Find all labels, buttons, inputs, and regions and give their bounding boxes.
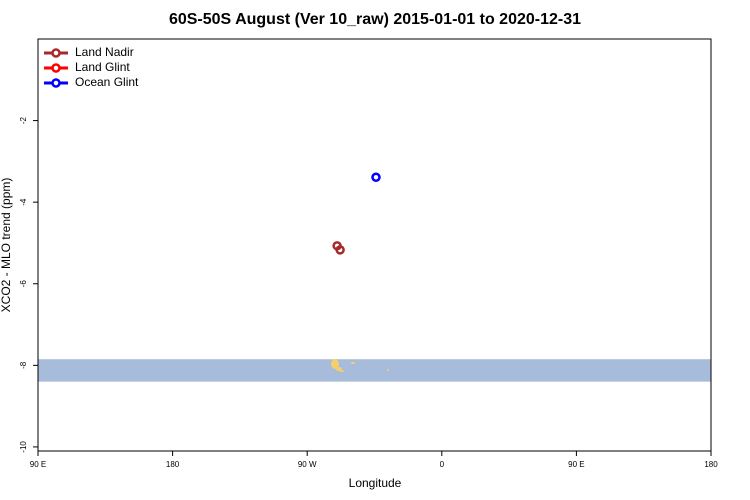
- chart-title: 60S-50S August (Ver 10_raw) 2015-01-01 t…: [169, 11, 581, 28]
- data-point: [371, 172, 381, 183]
- y-tick-label: -8: [19, 361, 28, 369]
- land-shape: [336, 367, 342, 371]
- land-shape: [351, 362, 355, 364]
- x-axis-label: Longitude: [349, 476, 402, 490]
- y-tick-label: -2: [19, 116, 28, 124]
- y-tick-label: -4: [19, 198, 28, 206]
- x-tick-label: 180: [704, 460, 718, 469]
- land-shape: [387, 369, 389, 371]
- y-tick-label: -10: [19, 441, 28, 453]
- x-tick-label: 90 W: [298, 460, 317, 469]
- plot-frame: [37, 38, 712, 452]
- x-tick-label: 180: [166, 460, 180, 469]
- land-shape: [340, 370, 344, 372]
- legend-label: Land Nadir: [75, 45, 134, 59]
- band-layer: [38, 359, 711, 382]
- legend-label: Ocean Glint: [75, 75, 139, 89]
- legend-marker: [51, 78, 61, 88]
- legend-marker: [51, 48, 61, 58]
- y-tick-label: -6: [19, 280, 28, 288]
- latitude-band: [38, 359, 711, 382]
- x-tick-label: 90 E: [30, 460, 46, 469]
- land-shapes: [331, 359, 389, 372]
- x-tick-label: 0: [440, 460, 445, 469]
- x-tick-label: 90 E: [568, 460, 584, 469]
- legend-label: Land Glint: [75, 60, 130, 74]
- land-shape: [331, 359, 339, 369]
- y-axis-label: XCO2 - MLO trend (ppm): [0, 178, 13, 313]
- data-point: [335, 245, 345, 255]
- legend-marker: [51, 63, 61, 73]
